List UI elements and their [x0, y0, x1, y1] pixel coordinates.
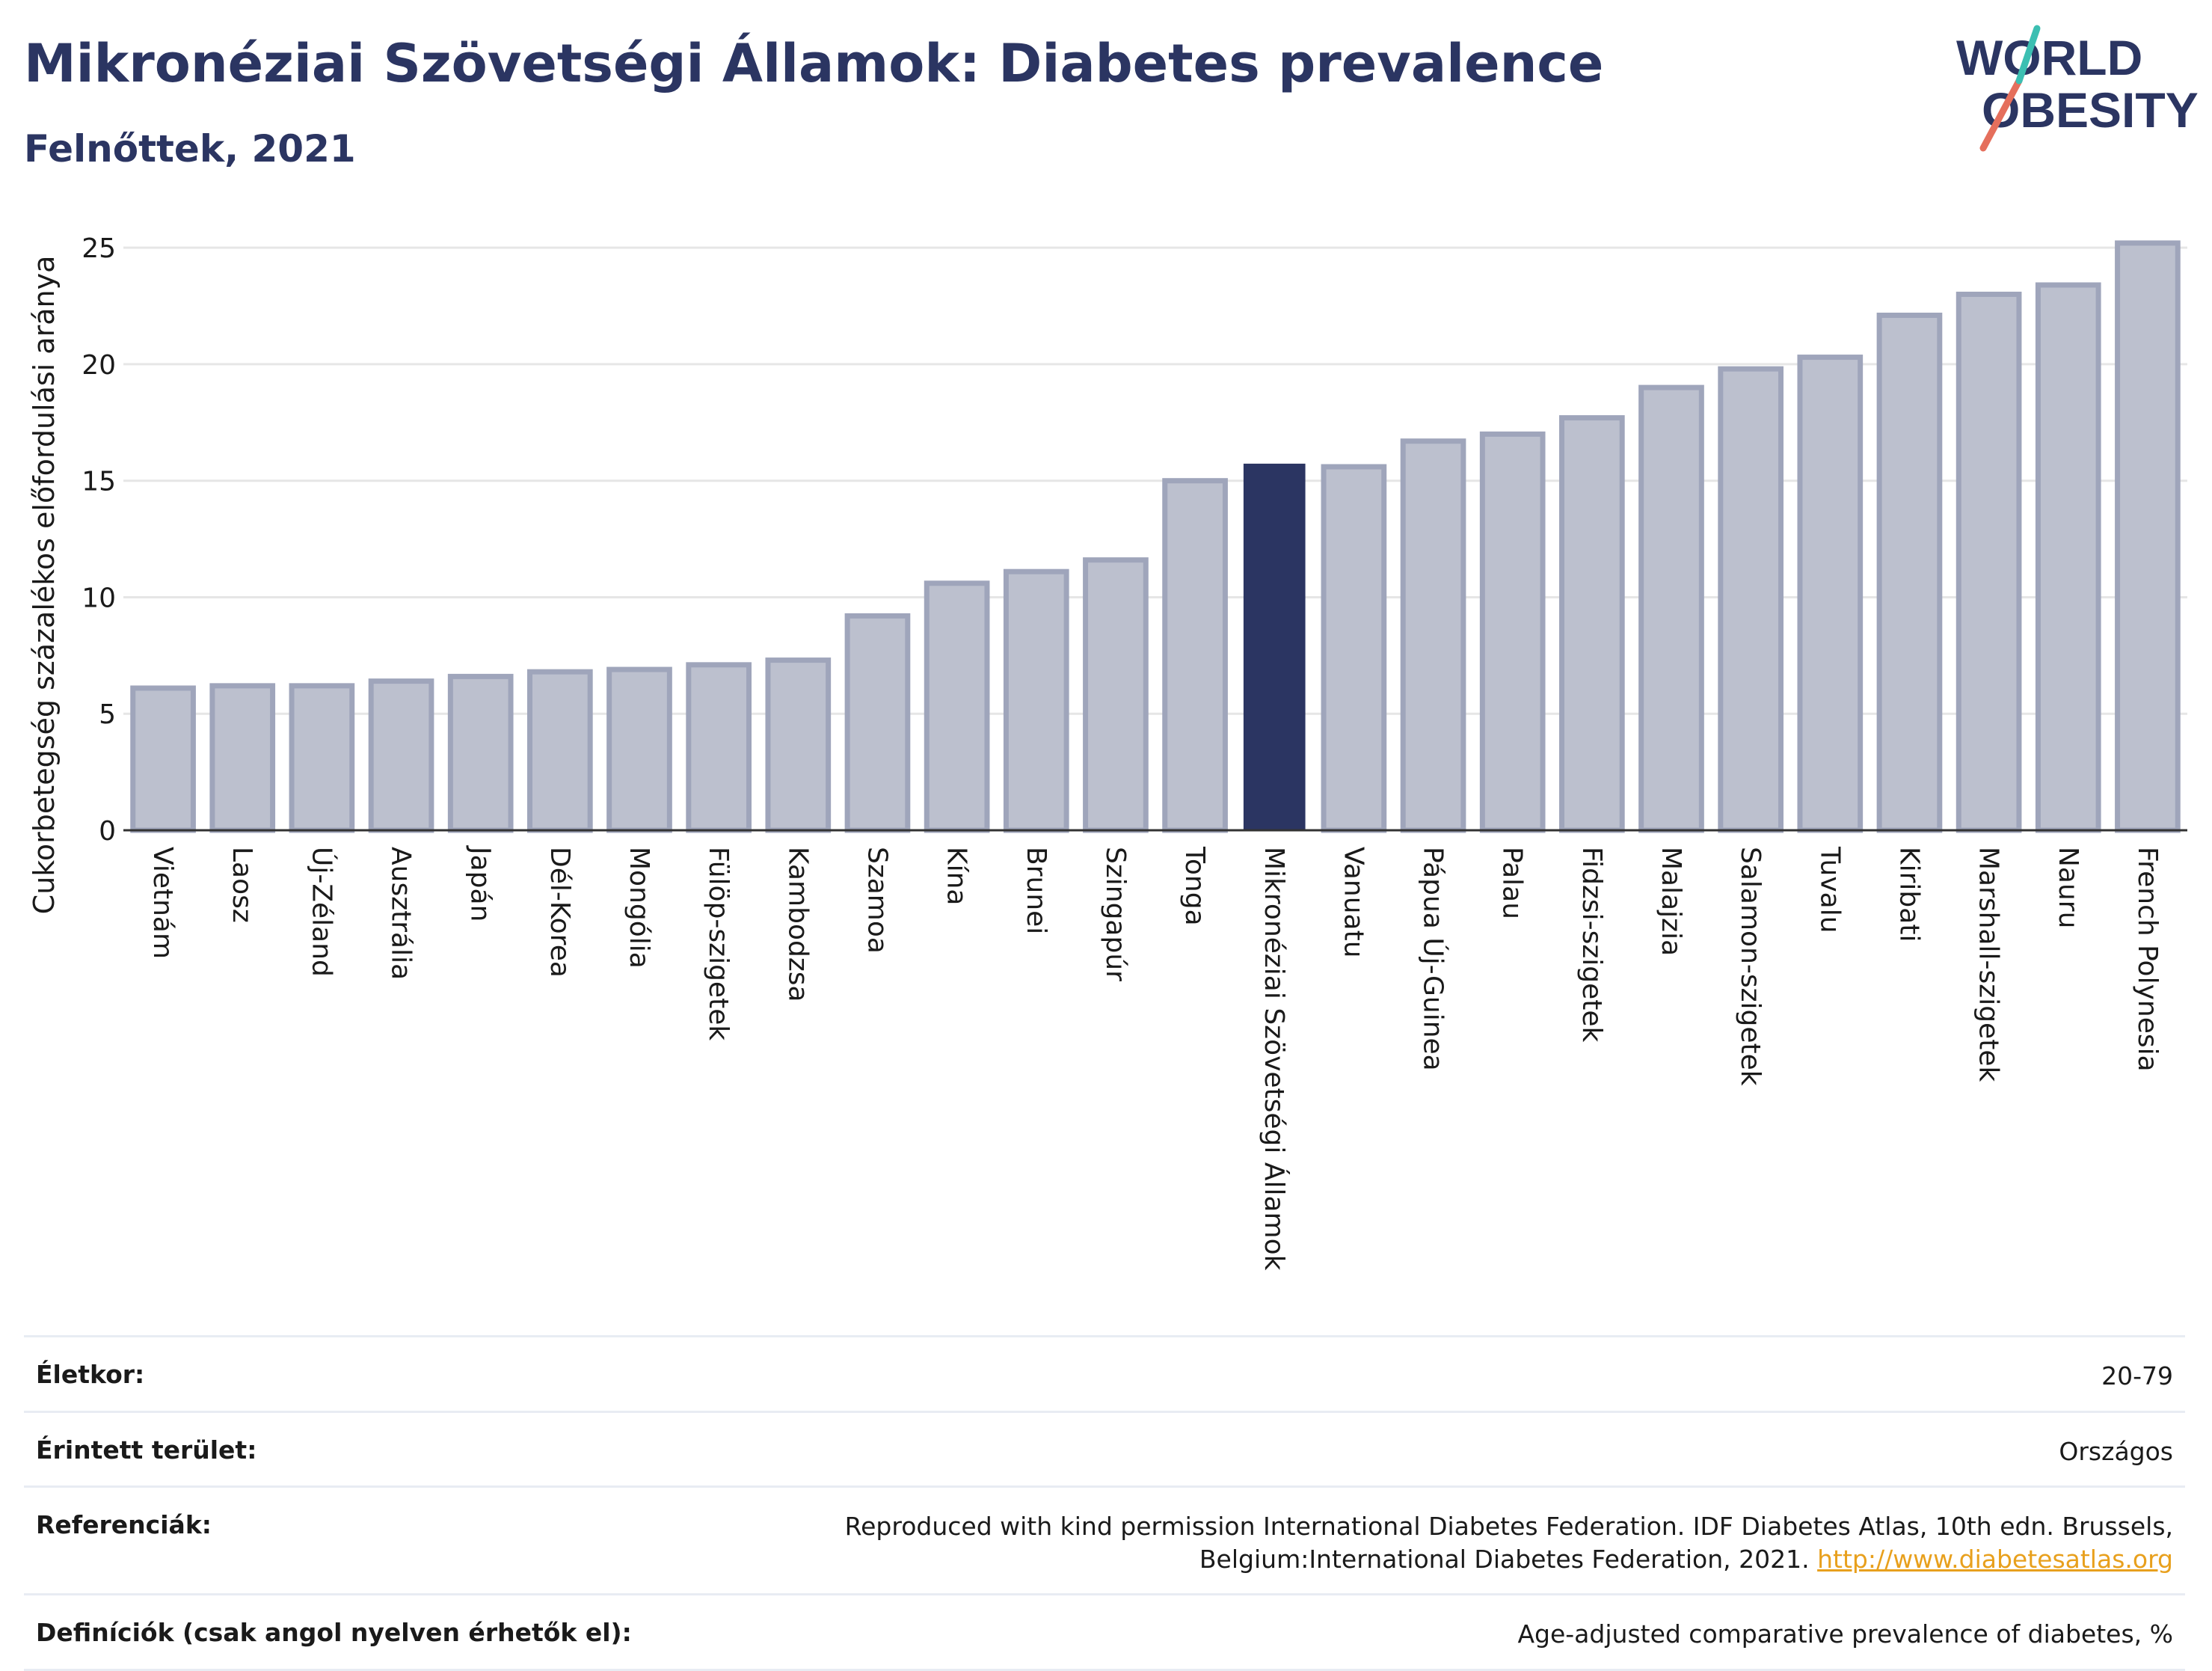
- x-tick-label: Nauru: [2053, 847, 2083, 928]
- x-tick-label: Marshall-szigetek: [1973, 847, 2004, 1082]
- info-value: 20-79: [2101, 1361, 2173, 1391]
- x-tick-label: Tonga: [1179, 846, 1210, 926]
- info-label: Definíciók (csak angol nyelven érhetők e…: [36, 1618, 632, 1648]
- x-tick-label: Mikronéziai Szövetségi Államok: [1259, 847, 1290, 1271]
- bar: [130, 685, 196, 833]
- logo-text-obesity: OBESITY: [1982, 82, 2199, 138]
- info-value-references: Reproduced with kind permission Internat…: [640, 1510, 2173, 1575]
- x-tick-label: Ausztrália: [386, 847, 417, 980]
- logo-slash-red: [1979, 77, 2023, 152]
- x-tick-label: Kiribati: [1893, 847, 1924, 942]
- x-tick-label: Dél-Korea: [544, 847, 575, 978]
- chart-title: Mikronéziai Szövetségi Államok: Diabetes…: [24, 33, 1604, 94]
- x-tick-label: Szingapúr: [1100, 847, 1131, 981]
- bar: [289, 683, 355, 833]
- x-tick-label: Pápua Új-Guinea: [1418, 847, 1449, 1071]
- x-tick-label: Brunei: [1021, 847, 1051, 934]
- info-label: Referenciák:: [36, 1510, 212, 1540]
- x-tick-label: Palau: [1497, 847, 1528, 919]
- x-tick-label: Kambodzsa: [782, 847, 813, 1002]
- logo-text-world: WORLD: [1956, 30, 2142, 85]
- bar: [606, 666, 672, 833]
- x-tick-label: Fidzsi-szigetek: [1576, 847, 1607, 1043]
- x-tick-label: Új-Zéland: [306, 847, 337, 977]
- y-tick-label: 15: [82, 467, 116, 497]
- world-obesity-logo: WORLD OBESITY: [1956, 25, 2199, 152]
- bar: [209, 683, 276, 833]
- x-tick-label: Fülöp-szigetek: [703, 847, 734, 1040]
- y-tick-label: 25: [82, 233, 116, 264]
- bar: [765, 657, 832, 833]
- tick-labels: 0 5 10 15 20 25 Vietnám Laosz Új-Zéland Ausztráli…: [82, 233, 2163, 1270]
- info-table: Életkor: 20-79 Érintett terület: Országo…: [24, 1335, 2185, 1671]
- x-tick-label: Szamoa: [861, 847, 892, 954]
- info-label: Érintett terület:: [36, 1435, 257, 1465]
- x-tick-label: Kína: [941, 847, 972, 906]
- bar: [1162, 478, 1228, 833]
- bar-highlighted: [1243, 463, 1306, 832]
- y-tick-label: 20: [82, 350, 116, 381]
- bar: [686, 662, 752, 833]
- y-tick-label: 10: [82, 583, 116, 613]
- bar: [1638, 384, 1704, 833]
- info-row-definitions: Definíciók (csak angol nyelven érhetők e…: [24, 1595, 2185, 1671]
- bar: [1003, 568, 1069, 833]
- x-tick-label: Malajzia: [1656, 847, 1686, 956]
- x-tick-label: Vietnám: [147, 847, 178, 959]
- bar: [2035, 282, 2101, 833]
- x-tick-label: Japán: [465, 845, 496, 922]
- bar: [447, 673, 514, 833]
- y-tick-label: 0: [99, 816, 116, 847]
- bar: [1083, 557, 1149, 833]
- info-row-references: Referenciák: Reproduced with kind permis…: [24, 1488, 2185, 1596]
- bar: [844, 613, 911, 833]
- bar: [1479, 431, 1546, 833]
- bar: [1876, 313, 1943, 833]
- logo-slash-teal: [2015, 25, 2041, 85]
- x-tick-label: Tuvalu: [1814, 846, 1845, 933]
- info-row-area: Érintett terület: Országos: [24, 1413, 2185, 1488]
- x-tick-label: French Polynesia: [2132, 847, 2163, 1072]
- bars: [130, 240, 2181, 833]
- bar: [527, 669, 593, 833]
- y-axis-label: Cukorbetegség százalékos előfordulási ar…: [28, 256, 61, 915]
- info-row-age: Életkor: 20-79: [24, 1337, 2185, 1413]
- x-tick-label: Vanuatu: [1338, 847, 1368, 958]
- y-tick-label: 5: [99, 699, 116, 730]
- reference-link[interactable]: http://www.diabetesatlas.org: [1817, 1544, 2173, 1574]
- info-value: Országos: [2059, 1436, 2173, 1466]
- bar: [1956, 291, 2022, 833]
- bar-chart: 0 5 10 15 20 25 Vietnám Laosz Új-Zéland Ausztráli…: [28, 233, 2187, 1271]
- bar: [368, 678, 434, 833]
- info-value: Age-adjusted comparative prevalence of d…: [1517, 1619, 2173, 1649]
- bar: [1559, 415, 1625, 833]
- x-tick-label: Mongólia: [624, 847, 654, 969]
- bar: [1718, 366, 1784, 833]
- bar: [2115, 240, 2181, 833]
- x-tick-label: Laosz: [227, 847, 257, 923]
- x-tick-label: Salamon-szigetek: [1735, 847, 1766, 1086]
- bar: [1797, 355, 1864, 833]
- bar: [1400, 438, 1466, 833]
- info-label: Életkor:: [36, 1360, 145, 1389]
- reference-text: Reproduced with kind permission Internat…: [844, 1512, 2173, 1574]
- bar: [1321, 464, 1387, 833]
- bar: [924, 580, 990, 833]
- chart-subtitle: Felnőttek, 2021: [24, 127, 356, 171]
